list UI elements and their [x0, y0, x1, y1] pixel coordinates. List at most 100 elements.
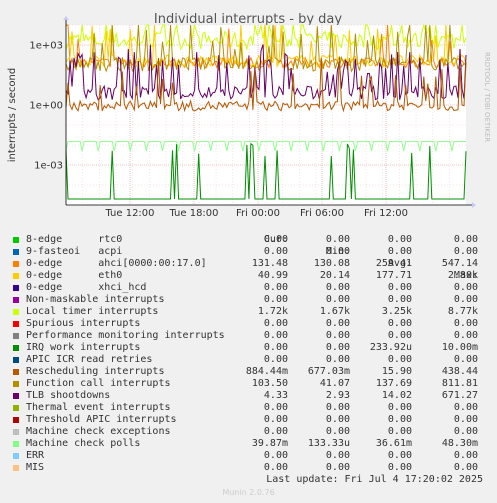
legend-max: 0.00 — [453, 450, 478, 461]
legend-row: Machine check exceptions 0.00 0.00 0.00 0.00 — [12, 426, 490, 438]
legend-max: 0.00 — [453, 318, 478, 329]
header-max: Max: — [453, 270, 478, 281]
legend-max: 0.00 — [453, 294, 478, 305]
legend-row: MIS 0.00 0.00 0.00 0.00 — [12, 462, 490, 474]
legend-row: 0-edge ahci[0000:00:17.0] 131.48 130.08 259… — [12, 258, 490, 270]
legend-row: Spurious interrupts 0.00 0.00 0.00 0.00 — [12, 318, 490, 330]
legend-swatch — [13, 441, 19, 447]
legend-min: 0.00 — [325, 318, 350, 329]
legend-row: Machine check polls 39.87m 133.33u 36.61m 48… — [12, 438, 490, 450]
legend-max: 0.00 — [453, 462, 478, 473]
legend-cur: 0.00 — [263, 330, 288, 341]
legend-min: 0.00 — [325, 426, 350, 437]
legend-min: 1.67k — [319, 306, 350, 317]
legend-swatch — [13, 285, 19, 291]
legend-name: 8-edge rtc0 — [26, 234, 123, 245]
series-line — [65, 141, 466, 152]
legend-avg: 0.00 — [387, 354, 412, 365]
legend-avg: 0.00 — [387, 462, 412, 473]
legend-name: APIC ICR read retries — [26, 354, 153, 365]
legend-min: 41.07 — [319, 378, 350, 389]
series-line — [65, 24, 467, 73]
y-axis-label: interrupts / second — [7, 68, 18, 162]
legend-avg: 36.61m — [375, 438, 412, 449]
legend-avg: 15.90 — [381, 366, 412, 377]
legend-max: 10.00m — [441, 342, 478, 353]
legend-avg: 0.00 — [387, 294, 412, 305]
legend-avg: 0.00 — [387, 426, 412, 437]
legend-swatch — [13, 309, 19, 315]
series-line — [65, 142, 467, 200]
legend-avg: 0.00 — [387, 450, 412, 461]
x-ticks: Tue 12:00 Tue 18:00 Fri 00:00 Fri 06:00 Fri … — [104, 208, 408, 219]
legend-row: 8-edge rtc0 0.00 0.00 0.00 0.00 — [12, 234, 490, 246]
legend-swatch — [13, 381, 19, 387]
legend-min: 2.93 — [325, 390, 350, 401]
header-cur: Cur: — [263, 234, 288, 245]
legend-cur: 39.87m — [251, 438, 288, 449]
y-ticks: 1e+03 1e+00 1e-03 — [29, 41, 63, 172]
legend-cur: 0.00 — [263, 294, 288, 305]
series-line — [65, 56, 467, 113]
legend-min: 20.14 — [319, 270, 350, 281]
legend-name: Thermal event interrupts — [26, 402, 171, 413]
series-line — [65, 44, 467, 101]
legend-cur: 0.00 — [263, 246, 288, 257]
legend-name: Local timer interrupts — [26, 306, 159, 317]
legend-cur: 0.00 — [263, 414, 288, 425]
series-layer — [65, 23, 467, 200]
legend-max: 0.00 — [453, 402, 478, 413]
legend-swatch — [13, 321, 19, 327]
x-tick-label: Tue 12:00 — [104, 208, 154, 219]
legend-avg: 233.92u — [369, 342, 412, 353]
legend-avg: 0.00 — [387, 234, 412, 245]
legend-name: 9-fasteoi acpi — [26, 246, 123, 257]
legend-max: 547.14 — [441, 258, 478, 269]
legend-row: Thermal event interrupts 0.00 0.00 0.00 0.00 — [12, 402, 490, 414]
legend-avg: 0.00 — [387, 282, 412, 293]
legend-name: 0-edge eth0 — [26, 270, 123, 281]
legend-min: 0.00 — [325, 246, 350, 257]
legend-min: 677.03m — [307, 366, 350, 377]
legend-max: 0.00 — [453, 354, 478, 365]
legend-swatch — [13, 297, 19, 303]
legend-row: IRQ work interrupts 0.00 0.00 233.92u 10.00m — [12, 342, 490, 354]
legend-max: 811.81 — [441, 378, 478, 389]
legend-row: ERR 0.00 0.00 0.00 0.00 — [12, 450, 490, 462]
legend-cur: 0.00 — [263, 282, 288, 293]
legend-swatch — [13, 261, 19, 267]
legend-row: Non-maskable interrupts 0.00 0.00 0.00 0.00 — [12, 294, 490, 306]
legend-row: 0-edge xhci_hcd 0.00 0.00 0.00 0.00 — [12, 282, 490, 294]
legend-max: 671.27 — [441, 390, 478, 401]
legend-cur: 40.99 — [257, 270, 288, 281]
legend-name: Machine check polls — [26, 438, 141, 449]
legend-avg: 259.41 — [375, 258, 412, 269]
last-update: Last update: Fri Jul 4 17:20:02 2025 — [266, 474, 483, 485]
legend-max: 0.00 — [453, 234, 478, 245]
legend-avg: 0.00 — [387, 414, 412, 425]
legend-cur: 0.00 — [263, 354, 288, 365]
header-avg: Avg: — [387, 258, 412, 269]
legend-cur: 0.00 — [263, 342, 288, 353]
legend-swatch — [13, 333, 19, 339]
legend-avg: 3.25k — [381, 306, 412, 317]
legend-swatch — [13, 273, 19, 279]
legend-row: Local timer interrupts 1.72k 1.67k 3.25k 8.7… — [12, 306, 490, 318]
legend-min: 0.00 — [325, 234, 350, 245]
chart-title: Individual interrupts - by day — [154, 12, 342, 27]
legend-min: 0.00 — [325, 402, 350, 413]
legend-name: ERR — [26, 450, 45, 461]
y-tick-label: 1e+03 — [29, 41, 63, 52]
legend-max: 0.00 — [453, 330, 478, 341]
legend-row: APIC ICR read retries 0.00 0.00 0.00 0.00 — [12, 354, 490, 366]
legend-avg: 0.00 — [387, 402, 412, 413]
legend-avg: 0.00 — [387, 246, 412, 257]
legend-avg: 137.69 — [375, 378, 412, 389]
axes — [63, 16, 476, 208]
munin-version: Munin 2.0.76 — [222, 488, 275, 497]
y-tick-label: 1e-03 — [34, 161, 63, 172]
legend-swatch — [13, 417, 19, 423]
legend-max: 0.00 — [453, 246, 478, 257]
rrdtool-credit: RRDTOOL / TOBI OETIKER — [483, 52, 491, 142]
legend-cur: 4.33 — [263, 390, 288, 401]
